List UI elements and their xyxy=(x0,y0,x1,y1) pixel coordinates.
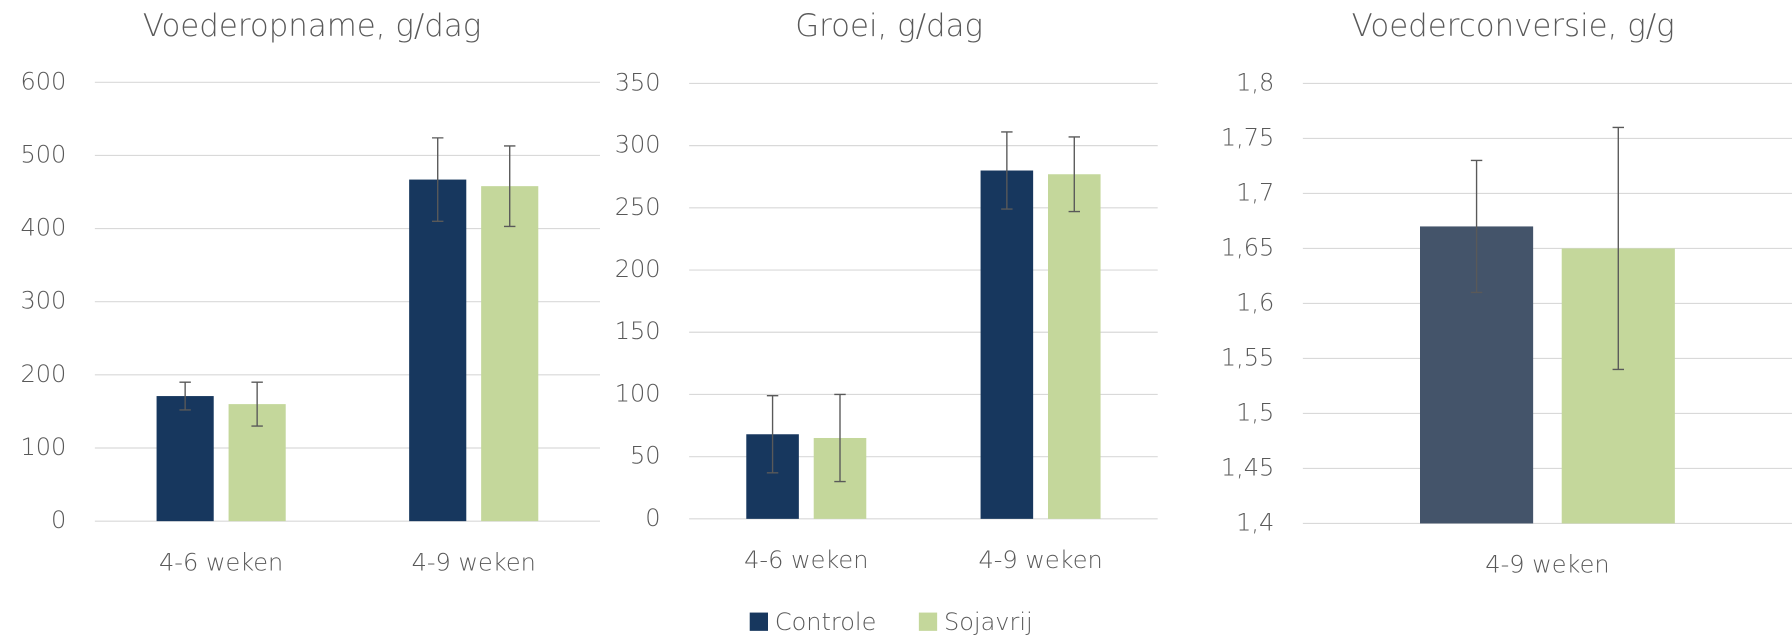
chart-title: Voederconversie, g/g xyxy=(1352,8,1675,44)
legend-swatch xyxy=(918,612,938,631)
y-tick-label: 1,45 xyxy=(1221,453,1274,481)
chart-title: Groei, g/dag xyxy=(795,8,983,44)
y-tick-label: 350 xyxy=(615,68,661,96)
chart-title: Voederopname, g/dag xyxy=(143,8,482,44)
bar xyxy=(409,179,467,522)
y-tick-label: 0 xyxy=(645,504,660,532)
error-bar xyxy=(432,137,444,222)
y-tick-label: 300 xyxy=(20,287,66,315)
y-tick-label: 1,6 xyxy=(1236,288,1274,316)
error-bar xyxy=(1470,159,1483,294)
y-tick-label: 400 xyxy=(20,214,66,242)
error-bar xyxy=(766,395,779,474)
legend-label: Sojavrij xyxy=(944,608,1033,636)
y-tick-label: 0 xyxy=(51,506,66,534)
error-bar xyxy=(251,381,263,427)
y-tick-label: 150 xyxy=(615,317,661,345)
y-tick-label: 1,8 xyxy=(1236,68,1274,96)
y-tick-label: 1,65 xyxy=(1221,233,1274,261)
error-bar xyxy=(179,381,191,411)
bar xyxy=(481,186,539,522)
x-tick-label: 4-9 weken xyxy=(412,548,536,576)
error-bar xyxy=(1068,136,1080,213)
y-tick-label: 250 xyxy=(615,193,661,221)
y-tick-label: 300 xyxy=(615,131,661,159)
bar xyxy=(980,170,1034,519)
y-tick-label: 200 xyxy=(20,360,66,388)
y-tick-label: 600 xyxy=(20,67,66,95)
error-bar xyxy=(504,145,516,228)
bar xyxy=(1048,174,1101,519)
y-tick-label: 1,5 xyxy=(1236,398,1274,426)
y-tick-label: 200 xyxy=(615,255,661,283)
y-tick-label: 50 xyxy=(630,442,661,470)
y-tick-label: 1,7 xyxy=(1236,178,1274,206)
x-tick-label: 4-6 weken xyxy=(744,546,868,574)
y-tick-label: 500 xyxy=(20,140,66,168)
x-tick-label: 4-6 weken xyxy=(159,548,283,576)
y-tick-label: 100 xyxy=(615,379,661,407)
x-tick-label: 4-9 weken xyxy=(1485,551,1609,579)
error-bar xyxy=(1001,131,1013,210)
error-bar xyxy=(1612,126,1624,371)
legend-label: Controle xyxy=(775,608,877,636)
y-tick-label: 1,4 xyxy=(1236,508,1274,536)
x-tick-label: 4-9 weken xyxy=(978,546,1102,574)
error-bar xyxy=(834,393,846,483)
y-tick-label: 1,55 xyxy=(1221,343,1274,371)
y-tick-label: 100 xyxy=(20,433,66,461)
bar xyxy=(156,396,214,522)
legend-swatch xyxy=(749,612,768,631)
y-tick-label: 1,75 xyxy=(1221,123,1274,151)
